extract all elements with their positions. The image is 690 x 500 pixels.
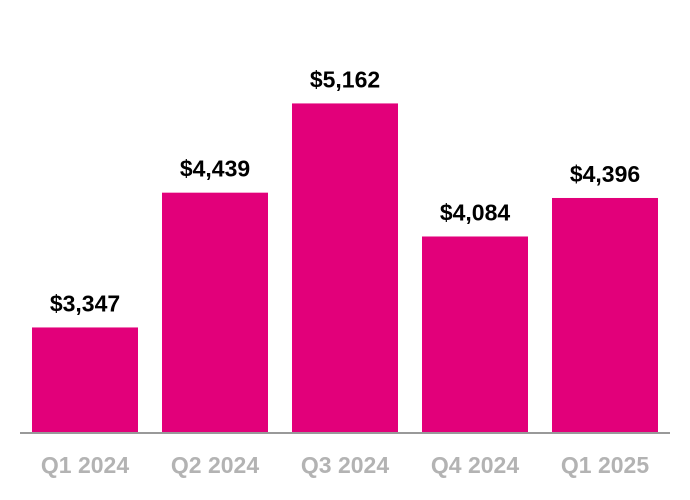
data-label-2: $5,162 <box>310 66 380 92</box>
category-label-3: Q4 2024 <box>431 452 519 478</box>
data-label-1: $4,439 <box>180 156 250 182</box>
category-label-1: Q2 2024 <box>171 452 259 478</box>
category-label-4: Q1 2025 <box>561 452 649 478</box>
bar-3 <box>422 236 528 432</box>
data-label-0: $3,347 <box>50 290 120 316</box>
category-label-0: Q1 2024 <box>41 452 129 478</box>
data-label-3: $4,084 <box>440 199 511 225</box>
bar-4 <box>552 197 658 432</box>
data-label-4: $4,396 <box>570 161 640 187</box>
category-label-2: Q3 2024 <box>301 452 389 478</box>
bar-0 <box>32 327 138 432</box>
bar-2 <box>292 103 398 433</box>
bar-1 <box>162 192 268 432</box>
